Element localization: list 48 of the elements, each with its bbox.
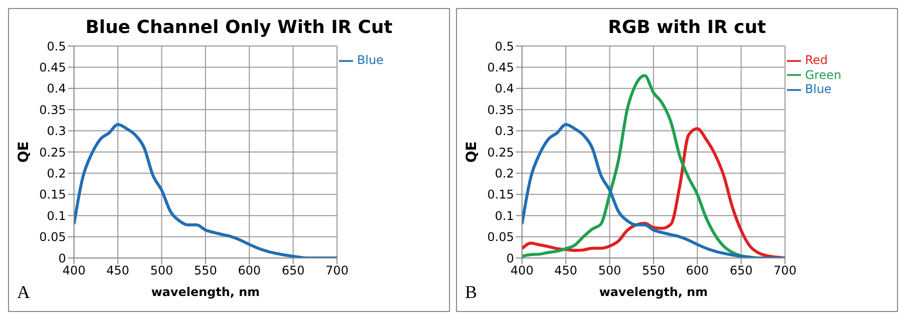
y-axis-title: QE bbox=[16, 141, 32, 163]
y-tick-label: 0 bbox=[58, 251, 66, 266]
text: B bbox=[465, 282, 478, 303]
x-tick-label: 550 bbox=[642, 264, 665, 278]
text: A bbox=[17, 282, 30, 303]
y-tick-label: 0.5 bbox=[494, 39, 514, 54]
x-tick-label: 500 bbox=[598, 264, 622, 278]
x-tick-label: 600 bbox=[686, 264, 709, 278]
x-axis-title: wavelength, nm bbox=[151, 285, 260, 299]
y-tick-label: 0.3 bbox=[46, 124, 66, 138]
y-tick-label: 0.35 bbox=[487, 102, 514, 117]
y-tick-label: 0.5 bbox=[46, 39, 66, 54]
y-axis-title: QE bbox=[464, 141, 480, 163]
legend-label: Blue bbox=[357, 53, 384, 67]
chart-title: Blue Channel Only With IR Cut bbox=[84, 17, 394, 38]
y-tick-label: 0.35 bbox=[39, 102, 66, 117]
x-tick-label: 500 bbox=[150, 264, 174, 278]
y-tick-label: 0.1 bbox=[494, 208, 514, 223]
y-tick-label: 0.1 bbox=[46, 208, 66, 223]
chart-title: RGB with IR cut bbox=[606, 17, 768, 38]
legend-label: Green bbox=[805, 68, 842, 82]
legend-label: Blue bbox=[805, 82, 832, 96]
y-tick-label: 0.4 bbox=[46, 82, 66, 96]
y-tick-label: 0.15 bbox=[39, 188, 66, 202]
x-tick-label: 400 bbox=[510, 264, 534, 278]
x-tick-label: 700 bbox=[774, 264, 796, 278]
y-tick-label: 0.45 bbox=[487, 60, 514, 74]
x-tick-label: 550 bbox=[194, 264, 217, 278]
y-tick-label: 0.2 bbox=[46, 166, 66, 180]
y-tick-label: 0.45 bbox=[39, 60, 66, 74]
y-tick-label: 0 bbox=[506, 251, 514, 266]
x-tick-label: 600 bbox=[238, 264, 261, 278]
x-tick-label: 450 bbox=[106, 264, 130, 278]
x-tick-label: 700 bbox=[326, 264, 348, 278]
y-tick-label: 0.3 bbox=[494, 124, 514, 138]
x-tick-label: 400 bbox=[62, 264, 86, 278]
y-tick-label: 0.2 bbox=[494, 166, 514, 180]
y-tick-label: 0.25 bbox=[487, 145, 514, 160]
x-tick-label: 450 bbox=[554, 264, 578, 278]
y-tick-label: 0.4 bbox=[494, 82, 514, 96]
y-tick-label: 0.25 bbox=[39, 145, 66, 160]
x-tick-label: 650 bbox=[282, 264, 305, 278]
y-tick-label: 0.05 bbox=[39, 230, 66, 244]
legend-label: Red bbox=[805, 53, 828, 67]
y-tick-label: 0.15 bbox=[487, 188, 514, 202]
y-tick-label: 0.05 bbox=[487, 230, 514, 244]
x-axis-title: wavelength, nm bbox=[599, 285, 708, 299]
x-tick-label: 650 bbox=[730, 264, 753, 278]
